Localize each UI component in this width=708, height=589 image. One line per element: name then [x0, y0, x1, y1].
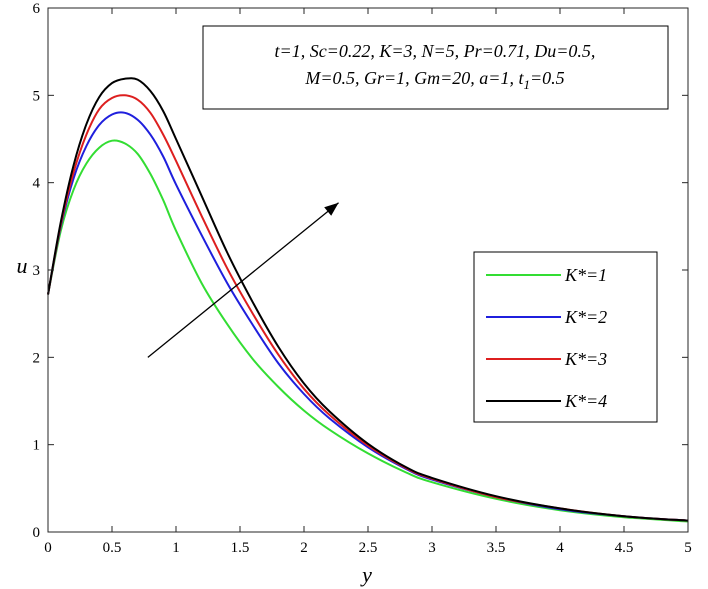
x-tick-label: 5: [684, 540, 692, 556]
x-tick-label: 0: [44, 540, 52, 556]
x-tick-label: 4.5: [615, 540, 634, 556]
parameter-box: t=1, Sc=0.22, K=3, N=5, Pr=0.71, Du=0.5,…: [202, 25, 669, 110]
y-axis-label: u: [17, 253, 28, 278]
parameter-line-2-subscript: 1: [523, 77, 530, 92]
series-line-1: [47, 139, 689, 523]
data-series-group: [47, 77, 689, 523]
legend-label-3: K*=3: [564, 349, 607, 369]
x-tick-label: 1: [172, 540, 180, 556]
x-tick-label: 3: [428, 540, 436, 556]
trend-arrow-shaft: [147, 202, 339, 358]
y-tick-label: 3: [33, 263, 41, 279]
x-tick-label: 4: [556, 540, 564, 556]
x-axis-label: y: [360, 562, 372, 587]
y-tick-label: 0: [33, 525, 41, 541]
ticks: 0 0.5 1 1.5 2 2.5 3 3.5 4 4.5 5 0 1 2 3 4 5 6: [33, 1, 692, 556]
series-line-4: [47, 77, 689, 522]
legend: K*=1 K*=2 K*=3 K*=4: [473, 251, 658, 423]
legend-label-2: K*=2: [564, 307, 607, 327]
legend-label-1: K*=1: [564, 265, 607, 285]
y-tick-label: 1: [33, 438, 41, 454]
parameter-line-1: t=1, Sc=0.22, K=3, N=5, Pr=0.71, Du=0.5,: [275, 41, 596, 61]
y-tick-label: 2: [33, 350, 41, 366]
x-tick-label: 1.5: [231, 540, 250, 556]
parameter-line-2-tail: =0.5: [530, 68, 565, 88]
x-tick-label: 2: [300, 540, 308, 556]
parameter-line-2: M=0.5, Gr=1, Gm=20, a=1, t1=0.5: [304, 68, 564, 92]
parameter-line-2-main: M=0.5, Gr=1, Gm=20, a=1, t: [304, 68, 524, 88]
legend-label-4: K*=4: [564, 391, 607, 411]
x-tick-label: 0.5: [103, 540, 122, 556]
trend-arrow-head: [324, 202, 339, 216]
trend-arrow: [147, 202, 339, 358]
legend-frame: [473, 251, 658, 423]
parameter-box-frame: [202, 25, 669, 110]
x-tick-label: 2.5: [359, 540, 378, 556]
y-tick-label: 4: [33, 176, 41, 192]
x-tick-label: 3.5: [487, 540, 506, 556]
y-tick-label: 5: [33, 88, 41, 104]
y-tick-label: 6: [33, 1, 41, 17]
